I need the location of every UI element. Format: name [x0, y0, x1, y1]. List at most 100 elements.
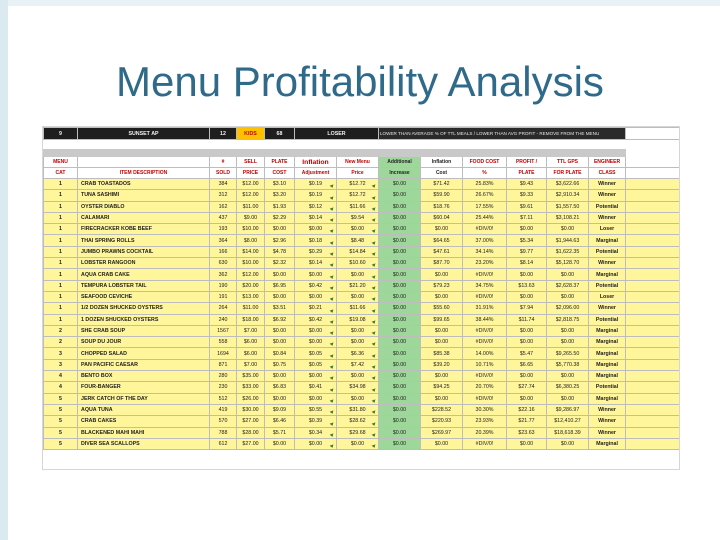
- item-description-cell: FIRECRACKER KOBE BEEF: [77, 223, 210, 236]
- profit-per-plate-cell: $22.16: [506, 403, 547, 417]
- new-menu-price-cell: $0.00: [336, 324, 379, 338]
- food-cost-percent-cell: 25.83%: [462, 177, 507, 191]
- table-row: 5 AQUA TUNA 419 $30.00 $9.09 $0.55 $31.80 $0.00…: [43, 403, 679, 417]
- additional-increase-cell: $0.00: [378, 279, 421, 292]
- new-menu-price-cell: $0.00: [336, 268, 379, 281]
- blank-cell: [625, 268, 679, 281]
- food-cost-percent-cell: 14.00%: [462, 347, 507, 360]
- profit-per-plate-cell: $7.11: [506, 211, 547, 225]
- inflation-adjustment-cell: $0.21: [294, 302, 337, 315]
- inflation-adjustment-cell: $0.00: [294, 437, 337, 451]
- food-cost-percent-cell: 38.44%: [462, 313, 507, 326]
- header-additional-increase: Additional: [378, 156, 421, 168]
- item-description-cell: 1 DOZEN SHUCKED OYSTERS: [77, 313, 210, 326]
- blank-cell: [625, 426, 679, 439]
- inflation-adjustment-cell: $0.29: [294, 245, 337, 259]
- item-description-cell: FOUR-BANGER: [77, 381, 210, 394]
- plate-cost-cell: $3.20: [264, 189, 295, 202]
- plate-cost-cell: $0.00: [264, 223, 295, 236]
- inflation-adjustment-cell: $0.14: [294, 211, 337, 225]
- additional-increase-cell: $0.00: [378, 245, 421, 259]
- header-menu-cat: MENU: [43, 156, 78, 168]
- blank-cell: [625, 302, 679, 315]
- inflation-cost-cell: $228.52: [420, 403, 463, 417]
- number-sold-cell: 264: [209, 302, 237, 315]
- inflation-adjustment-cell: $0.55: [294, 403, 337, 417]
- inflation-cost-cell: $0.00: [420, 268, 463, 281]
- total-gps-cell: $0.00: [546, 324, 589, 338]
- total-gps-cell: $18,618.39: [546, 426, 589, 439]
- menu-cat-cell: 1: [43, 200, 78, 213]
- menu-cat-cell: 5: [43, 403, 78, 417]
- menu-cat-cell: 5: [43, 415, 78, 428]
- inflation-adjustment-cell: $0.05: [294, 358, 337, 372]
- profit-per-plate-cell: $0.00: [506, 437, 547, 451]
- blank-cell: [625, 257, 679, 270]
- item-description-cell: JUMBO PRAWNS COCKTAIL: [77, 245, 210, 259]
- inflation-adjustment-cell: $0.00: [294, 290, 337, 304]
- profit-per-plate-cell: $9.33: [506, 189, 547, 202]
- additional-increase-cell: $0.00: [378, 189, 421, 202]
- plate-cost-cell: $0.00: [264, 336, 295, 349]
- additional-increase-cell: $0.00: [378, 370, 421, 383]
- profit-per-plate-cell: $27.74: [506, 381, 547, 394]
- inflation-cost-cell: $55.60: [420, 302, 463, 315]
- header-profit-per-plate: PROFIT /: [506, 156, 547, 168]
- plate-cost-cell: $6.92: [264, 313, 295, 326]
- profit-per-plate-cell: $7.94: [506, 302, 547, 315]
- item-description-cell: SOUP DU JOUR: [77, 336, 210, 349]
- total-gps-cell: $3,108.21: [546, 211, 589, 225]
- food-cost-percent-cell: 20.70%: [462, 381, 507, 394]
- inflation-adjustment-cell: $0.34: [294, 426, 337, 439]
- table-row: 1 1/2 DOZEN SHUCKED OYSTERS 264 $11.00 $3.51…: [43, 302, 679, 315]
- profit-per-plate-cell: $0.00: [506, 392, 547, 405]
- number-sold-cell: 312: [209, 189, 237, 202]
- food-cost-percent-cell: 23.20%: [462, 257, 507, 270]
- profit-per-plate-cell: $9.77: [506, 245, 547, 259]
- summary-description: LOWER THAN AVERAGE % OF TTL MEALS / LOWE…: [377, 127, 627, 140]
- new-menu-price-cell: $0.00: [336, 290, 379, 304]
- additional-increase-cell: $0.00: [378, 177, 421, 191]
- total-gps-cell: $0.00: [546, 370, 589, 383]
- sell-price-cell: $28.00: [236, 426, 265, 439]
- additional-increase-cell: $0.00: [378, 392, 421, 405]
- blank-cell: [625, 415, 679, 428]
- new-menu-price-cell: $7.42: [336, 358, 379, 372]
- number-sold-cell: 230: [209, 381, 237, 394]
- header-food-cost-percent: %: [462, 167, 507, 179]
- table-row: 1 TEMPURA LOBSTER TAIL 190 $20.00 $6.95 $0.42…: [43, 279, 679, 292]
- number-sold-cell: 558: [209, 336, 237, 349]
- sell-price-cell: $8.00: [236, 234, 265, 247]
- table-row: 1 TUNA SASHIMI 312 $12.00 $3.20 $0.19 $12.72 $0…: [43, 189, 679, 202]
- profitability-table: 9 SUNSET AP 12 KIDS 68 LOSER LOWER THAN …: [43, 127, 679, 451]
- total-gps-cell: $2,910.34: [546, 189, 589, 202]
- additional-increase-cell: $0.00: [378, 358, 421, 372]
- food-cost-percent-cell: #DIV/0!: [462, 290, 507, 304]
- item-description-cell: CHOPPED SALAD: [77, 347, 210, 360]
- inflation-adjustment-cell: $0.39: [294, 415, 337, 428]
- header-item-description: ITEM DESCRIPTION: [77, 167, 210, 179]
- table-row: 4 BENTO BOX 280 $35.00 $0.00 $0.00 $0.00 $0.00 $…: [43, 370, 679, 383]
- header-number-sold: #: [209, 156, 237, 168]
- header-plate-cost: COST: [264, 167, 295, 179]
- new-menu-price-cell: $0.00: [336, 336, 379, 349]
- profit-per-plate-cell: $21.77: [506, 415, 547, 428]
- inflation-cost-cell: $0.00: [420, 336, 463, 349]
- inflation-cost-cell: $71.42: [420, 177, 463, 191]
- item-description-cell: CALAMARI: [77, 211, 210, 225]
- food-cost-percent-cell: 17.55%: [462, 200, 507, 213]
- new-menu-price-cell: $21.20: [336, 279, 379, 292]
- plate-cost-cell: $0.00: [264, 370, 295, 383]
- summary-cell: 12: [209, 127, 237, 140]
- item-description-cell: BENTO BOX: [77, 370, 210, 383]
- inflation-adjustment-cell: $0.18: [294, 234, 337, 247]
- additional-increase-cell: $0.00: [378, 290, 421, 304]
- number-sold-cell: 419: [209, 403, 237, 417]
- number-sold-cell: 280: [209, 370, 237, 383]
- profit-per-plate-cell: $6.65: [506, 358, 547, 372]
- blank-cell: [625, 437, 679, 451]
- additional-increase-cell: $0.00: [378, 415, 421, 428]
- sell-price-cell: $11.00: [236, 302, 265, 315]
- inflation-adjustment-cell: $0.14: [294, 257, 337, 270]
- total-gps-cell: $12,410.27: [546, 415, 589, 428]
